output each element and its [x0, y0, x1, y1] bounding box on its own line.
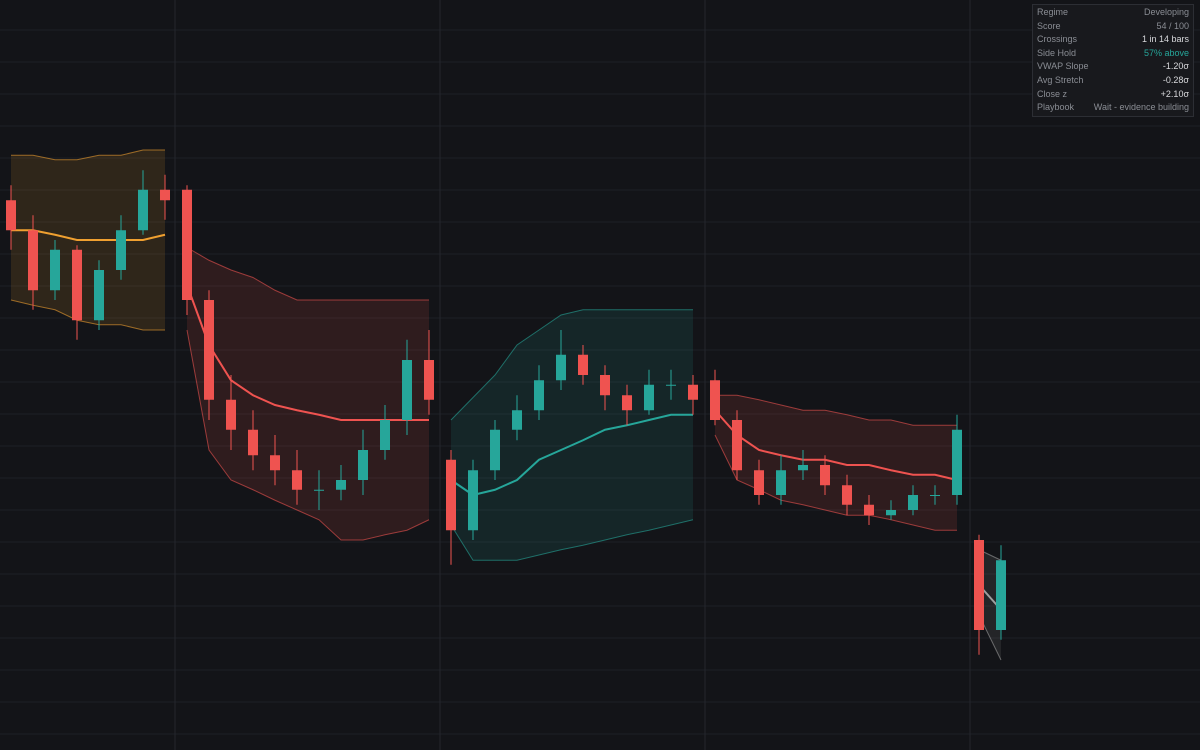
candle-body: [116, 230, 126, 270]
stat-value: 54 / 100: [1156, 20, 1189, 31]
lower-band: [450, 519, 694, 561]
candle-body: [842, 485, 852, 505]
stat-label: Regime: [1037, 7, 1069, 17]
candle-body: [72, 249, 82, 321]
candle-body: [226, 399, 236, 430]
candle-body: [820, 465, 830, 486]
stat-label: Playbook: [1037, 102, 1075, 113]
candle-body: [578, 354, 588, 375]
stat-label: Score: [1037, 20, 1061, 31]
candle-body: [292, 470, 302, 490]
candle-body: [886, 510, 896, 516]
upper-band: [715, 394, 957, 426]
candle-body: [666, 384, 676, 386]
stat-row: Regime Developing: [1037, 6, 1189, 20]
stats-panel: Regime Developing Score 54 / 100 Crossings 1 …: [1032, 4, 1194, 117]
upper-band: [186, 247, 429, 301]
vwap-line: [450, 413, 693, 497]
band-fill: [187, 247, 429, 540]
stat-row: Avg Stretch -0.28σ: [1037, 74, 1189, 88]
stat-label: Crossings: [1037, 34, 1078, 45]
candle-body: [754, 470, 764, 495]
candle-body: [248, 429, 258, 456]
stat-value: 57% above: [1143, 47, 1189, 58]
stat-row: Playbook Wait - evidence building: [1037, 101, 1189, 115]
candle-body: [952, 429, 962, 495]
candle-body: [468, 470, 478, 531]
candle-body: [710, 380, 720, 420]
candle-body: [776, 470, 786, 495]
band-fill: [979, 549, 1001, 660]
candle-body: [798, 465, 808, 471]
stat-label: Side Hold: [1037, 47, 1077, 58]
upper-band: [450, 309, 693, 421]
candle-body: [534, 380, 544, 411]
candle-body: [996, 560, 1006, 630]
stat-value: -0.28σ: [1162, 74, 1189, 85]
candle-body: [28, 230, 38, 291]
stat-label: Avg Stretch: [1037, 74, 1084, 85]
stat-label: VWAP Slope: [1037, 61, 1089, 72]
candle-body: [380, 420, 390, 450]
stat-row: Close z +2.10σ: [1037, 88, 1189, 102]
candle-body: [732, 420, 742, 471]
candle-body: [974, 540, 984, 630]
candle-body: [314, 489, 324, 491]
candle-body: [204, 300, 214, 400]
band-fill: [451, 309, 693, 561]
stat-value: +2.10σ: [1160, 88, 1189, 99]
candle-body: [138, 189, 148, 231]
candle-body: [182, 189, 192, 300]
candle-body: [512, 410, 522, 430]
candle-body: [644, 384, 654, 411]
candle-body: [930, 495, 940, 496]
vwap-line: [714, 409, 958, 481]
candle-body: [160, 189, 170, 201]
candle-body: [358, 450, 368, 480]
stat-value: 1 in 14 bars: [1141, 34, 1189, 45]
stat-row: VWAP Slope -1.20σ: [1037, 60, 1189, 74]
candle-body: [446, 459, 456, 531]
stat-value: -1.20σ: [1162, 61, 1189, 72]
candle-body: [908, 495, 918, 510]
lower-band: [186, 329, 430, 541]
stat-row: Side Hold 57% above: [1037, 47, 1189, 61]
candle-body: [622, 395, 632, 411]
candle-body: [336, 480, 346, 490]
candle-body: [688, 384, 698, 400]
stat-row: Score 54 / 100: [1037, 20, 1189, 34]
candle-body: [94, 270, 104, 321]
candle-body: [424, 360, 434, 400]
candle-body: [600, 375, 610, 396]
candle-body: [50, 249, 60, 291]
stat-row: Crossings 1 in 14 bars: [1037, 33, 1189, 47]
upper-band: [11, 149, 165, 161]
candle-body: [864, 504, 874, 516]
lower-band: [10, 299, 165, 331]
candle-body: [402, 360, 412, 420]
candle-body: [556, 354, 566, 381]
stat-value: Wait - evidence building: [1093, 102, 1189, 113]
stat-value: Developing: [1143, 7, 1189, 17]
candle-body: [6, 200, 16, 231]
stat-label: Close z: [1037, 88, 1068, 99]
candle-body: [270, 455, 280, 471]
candle-body: [490, 429, 500, 471]
